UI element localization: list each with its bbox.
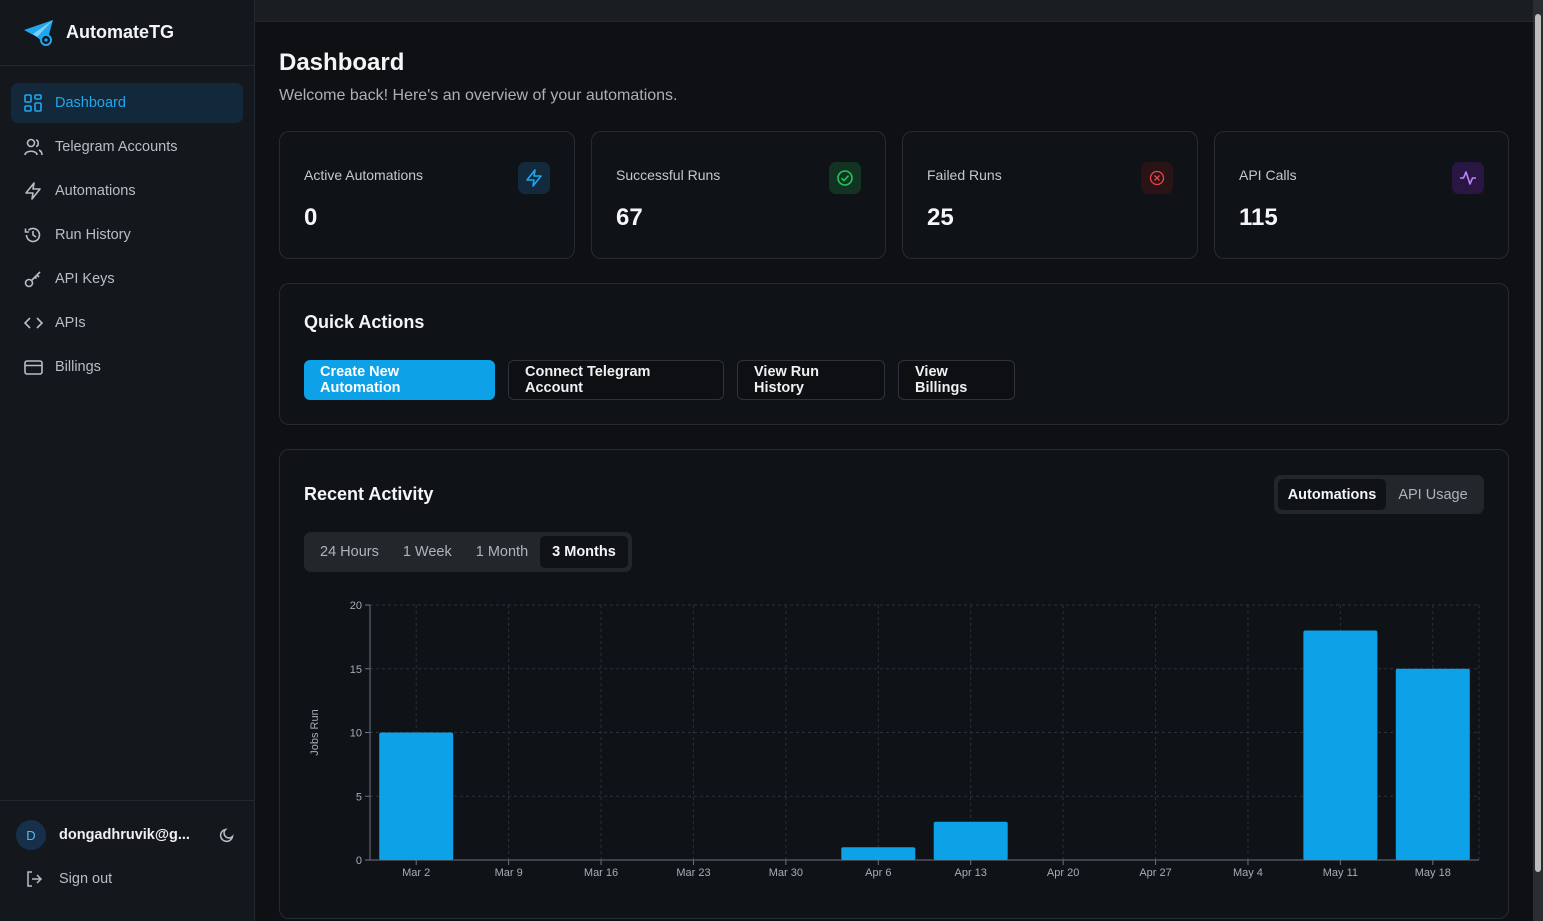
activity-icon <box>1452 162 1484 194</box>
sidebar-item-label: Automations <box>55 183 136 199</box>
app-name: AutomateTG <box>66 22 174 42</box>
stat-label: API Calls <box>1239 167 1297 183</box>
user-menu[interactable]: D dongadhruvik@g... <box>16 819 235 851</box>
stat-label: Failed Runs <box>927 167 1002 183</box>
view-toggle: Automations API Usage <box>1274 475 1484 514</box>
y-tick-label: 15 <box>350 664 362 676</box>
code-icon <box>23 313 43 333</box>
stat-label: Active Automations <box>304 167 424 183</box>
y-tick-label: 0 <box>356 855 362 867</box>
sidebar-item-label: Dashboard <box>55 95 126 111</box>
brand[interactable]: AutomateTG <box>0 0 254 66</box>
view-run-history-button[interactable]: View Run History <box>737 360 885 400</box>
y-tick-label: 20 <box>350 600 362 612</box>
x-tick-label: Mar 16 <box>584 867 618 879</box>
x-tick-label: Apr 6 <box>865 867 891 879</box>
x-tick-label: Apr 20 <box>1047 867 1079 879</box>
y-axis-label: Jobs Run <box>309 709 321 755</box>
page-title: Dashboard <box>279 49 405 76</box>
scrollbar-thumb[interactable] <box>1535 14 1541 872</box>
bar <box>1303 630 1378 860</box>
jobs-run-bar-chart: 0 5 10 15 20 Mar 2 Mar 9 Mar 16 Mar 23 Mar 30 Apr … <box>309 600 1480 879</box>
user-email: dongadhruvik@g... <box>59 827 190 843</box>
tab-1-month[interactable]: 1 Month <box>475 544 529 560</box>
toggle-automations[interactable]: Automations <box>1278 479 1386 510</box>
avatar: D <box>16 820 46 850</box>
stat-card-successful-runs: Successful Runs 67 <box>591 131 886 259</box>
bar <box>841 847 916 860</box>
bar <box>933 821 1008 860</box>
paper-plane-logo-icon <box>24 19 53 46</box>
sign-out-button[interactable]: Sign out <box>26 871 112 887</box>
sign-out-label: Sign out <box>59 871 113 887</box>
bar <box>1395 668 1470 860</box>
check-circle-icon <box>829 162 861 194</box>
history-icon <box>23 225 43 245</box>
tab-1-week[interactable]: 1 Week <box>402 544 452 560</box>
scrollbar[interactable] <box>1533 0 1543 921</box>
sidebar: AutomateTG Dashboard Telegram Accounts A… <box>0 0 255 921</box>
bar <box>379 732 454 860</box>
bolt-icon <box>518 162 550 194</box>
x-tick-label: Apr 27 <box>1139 867 1171 879</box>
stat-value: 25 <box>927 204 954 231</box>
sidebar-item-telegram-accounts[interactable]: Telegram Accounts <box>11 127 243 167</box>
card-icon <box>23 357 43 377</box>
sidebar-footer: D dongadhruvik@g... Sign out <box>0 800 255 921</box>
sidebar-item-automations[interactable]: Automations <box>11 171 243 211</box>
stat-value: 0 <box>304 204 318 231</box>
stat-value: 67 <box>616 204 643 231</box>
quick-actions-card: Quick Actions Create New Automation Conn… <box>279 283 1509 425</box>
sidebar-item-api-keys[interactable]: API Keys <box>11 259 243 299</box>
y-tick-label: 5 <box>356 791 362 803</box>
stat-card-active-automations: Active Automations 0 <box>279 131 575 259</box>
x-tick-label: May 4 <box>1233 867 1263 879</box>
x-tick-label: Apr 13 <box>954 867 986 879</box>
tab-24-hours[interactable]: 24 Hours <box>320 544 379 560</box>
recent-activity-title: Recent Activity <box>304 484 434 504</box>
x-tick-label: Mar 23 <box>676 867 710 879</box>
time-range-tabs: 24 Hours 1 Week 1 Month 3 Months <box>304 532 632 572</box>
sidebar-item-dashboard[interactable]: Dashboard <box>11 83 243 123</box>
sidebar-item-apis[interactable]: APIs <box>11 303 243 343</box>
y-tick-label: 10 <box>350 728 362 740</box>
sidebar-item-label: Run History <box>55 227 131 243</box>
x-tick-label: Mar 9 <box>495 867 523 879</box>
stat-label: Successful Runs <box>616 167 721 183</box>
tab-3-months[interactable]: 3 Months <box>540 536 628 568</box>
sidebar-item-label: APIs <box>55 315 86 331</box>
x-tick-label: May 11 <box>1323 867 1358 879</box>
moon-icon[interactable] <box>219 827 235 843</box>
sidebar-nav: Dashboard Telegram Accounts Automations … <box>0 66 254 408</box>
page-subtitle: Welcome back! Here's an overview of your… <box>279 87 678 104</box>
key-icon <box>23 269 43 289</box>
sidebar-item-billings[interactable]: Billings <box>11 347 243 387</box>
bolt-icon <box>23 181 43 201</box>
view-billings-button[interactable]: View Billings <box>898 360 1015 400</box>
recent-activity-card: Recent Activity Automations API Usage 24… <box>279 449 1509 919</box>
users-icon <box>23 137 43 157</box>
log-out-icon <box>26 871 43 887</box>
x-circle-icon <box>1141 162 1173 194</box>
sidebar-item-label: Billings <box>55 359 101 375</box>
sidebar-item-run-history[interactable]: Run History <box>11 215 243 255</box>
stat-card-api-calls: API Calls 115 <box>1214 131 1509 259</box>
x-tick-label: Mar 2 <box>402 867 430 879</box>
sidebar-item-label: Telegram Accounts <box>55 139 178 155</box>
x-tick-label: Mar 30 <box>769 867 803 879</box>
stat-card-failed-runs: Failed Runs 25 <box>902 131 1198 259</box>
quick-actions-title: Quick Actions <box>304 312 425 332</box>
x-tick-label: May 18 <box>1415 867 1451 879</box>
grid-icon <box>23 93 43 113</box>
sidebar-item-label: API Keys <box>55 271 115 287</box>
create-automation-button[interactable]: Create New Automation <box>304 360 495 400</box>
top-bar <box>255 0 1533 22</box>
stat-value: 115 <box>1239 204 1278 231</box>
toggle-api-usage[interactable]: API Usage <box>1398 486 1468 503</box>
connect-telegram-button[interactable]: Connect Telegram Account <box>508 360 724 400</box>
